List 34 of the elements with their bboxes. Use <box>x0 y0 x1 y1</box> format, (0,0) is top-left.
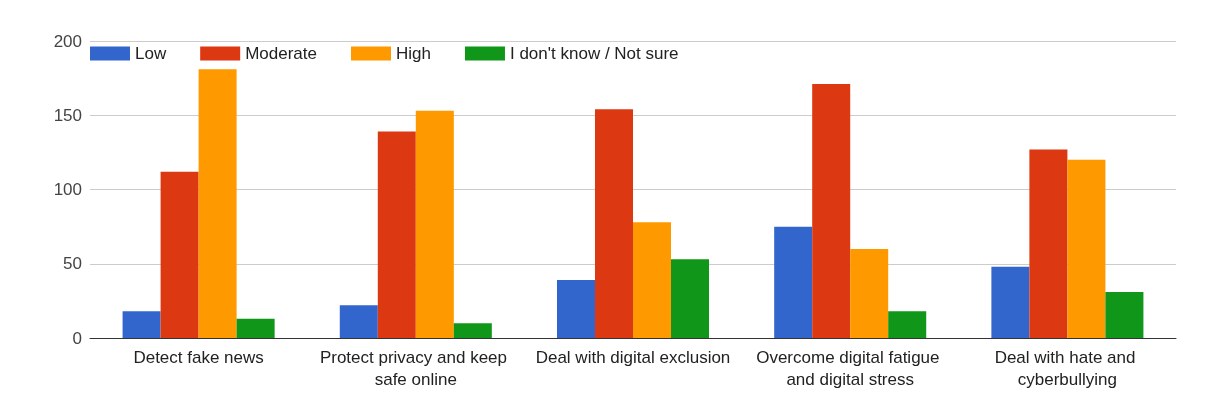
bar <box>556 280 595 338</box>
bar <box>1067 159 1106 338</box>
y-tick-label: 150 <box>53 105 82 125</box>
bar <box>236 318 275 338</box>
x-tick-label: Overcome digital fatigue and digital stress <box>756 347 945 389</box>
legend-label: Moderate <box>245 44 318 63</box>
bar <box>594 109 633 338</box>
bar <box>1105 291 1144 338</box>
bar <box>991 266 1030 338</box>
bar <box>453 323 492 338</box>
bar <box>122 311 161 338</box>
bar <box>160 171 199 338</box>
bar <box>198 69 237 338</box>
bar <box>888 311 927 338</box>
x-tick-label: Deal with digital exclusion <box>535 347 731 367</box>
bar <box>812 84 851 338</box>
y-tick-label: 0 <box>72 328 82 348</box>
x-tick-label: Deal with hate and cyberbullying <box>994 347 1141 389</box>
bar <box>671 259 710 338</box>
bar <box>415 110 454 338</box>
x-tick-label: Detect fake news <box>133 347 264 367</box>
x-tick-label: Protect privacy and keep safe online <box>319 347 512 389</box>
bar <box>850 248 889 338</box>
bar <box>774 226 813 338</box>
bar <box>377 131 416 338</box>
legend-label: Low <box>135 44 167 63</box>
legend-label: High <box>396 44 431 63</box>
bar <box>1029 149 1068 338</box>
y-tick-label: 200 <box>53 31 82 51</box>
bar <box>339 305 378 338</box>
y-tick-label: 100 <box>53 180 82 199</box>
y-tick-label: 50 <box>63 254 82 274</box>
bar <box>633 222 672 338</box>
legend-label: I don't know / Not sure <box>509 44 679 63</box>
